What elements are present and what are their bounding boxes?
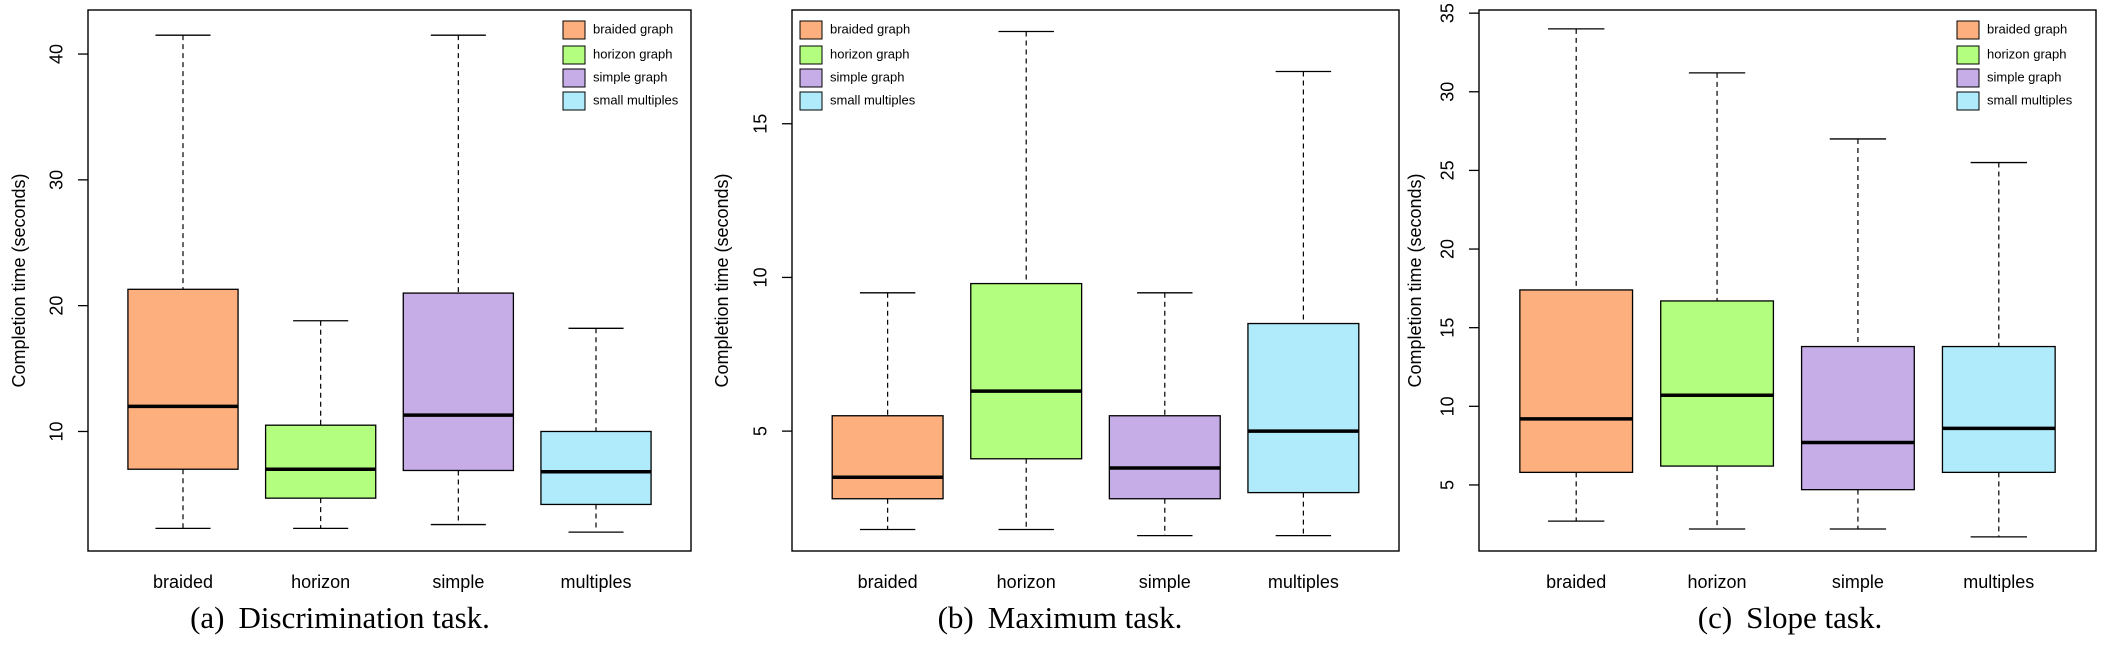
x-tick-label: braided — [1546, 572, 1606, 592]
x-tick-label: horizon — [291, 572, 350, 592]
legend-swatch — [799, 20, 823, 40]
y-tick-label: 40 — [47, 44, 67, 64]
legend-swatch — [562, 45, 586, 65]
caption-b-label: (b) — [937, 600, 974, 635]
x-tick-label: horizon — [997, 572, 1056, 592]
box-simple — [1108, 292, 1221, 537]
iqr-box — [1941, 345, 2056, 474]
boxplot-panel-3: 5 10 15 20 25 30 35 Completion time (seconds) br… — [1405, 3, 2097, 592]
y-tick-label: 20 — [47, 296, 67, 316]
caption-c: (c) Slope task. — [1560, 600, 2020, 640]
legend-swatch — [1956, 68, 1980, 88]
legend-label: small multiples — [593, 92, 679, 107]
y-tick-label: 30 — [1438, 82, 1458, 102]
x-tick-label: simple — [1139, 572, 1191, 592]
y-tick-label: 5 — [751, 426, 771, 436]
iqr-box — [970, 282, 1083, 460]
x-tick-label: multiples — [1963, 572, 2034, 592]
caption-c-label: (c) — [1697, 600, 1733, 635]
x-tick-label: braided — [153, 572, 213, 592]
iqr-box — [540, 430, 652, 506]
y-tick-label: 20 — [1438, 239, 1458, 259]
iqr-box — [127, 288, 239, 470]
box-multiples — [540, 327, 652, 533]
box-braided — [1519, 28, 1634, 522]
legend-swatch — [1956, 20, 1980, 40]
plot-frame — [791, 9, 1400, 552]
iqr-box — [831, 415, 944, 500]
y-tick-label: 25 — [1438, 160, 1458, 180]
x-tick-label: simple — [1832, 572, 1884, 592]
box-braided — [831, 292, 944, 531]
legend: braided graph horizon graph simple graph sm… — [799, 20, 916, 111]
iqr-box — [1108, 415, 1221, 500]
y-tick-label: 10 — [47, 421, 67, 441]
boxplot-panel-1: 10 20 30 40 Completion time (seconds) braided… — [9, 9, 692, 592]
box-horizon — [970, 30, 1083, 531]
box-simple — [402, 34, 515, 526]
legend-label: horizon graph — [593, 46, 673, 61]
plot-frame — [87, 9, 692, 552]
legend-label: braided graph — [830, 21, 910, 36]
x-tick-label: multiples — [560, 572, 631, 592]
boxplot-panel-2: 5 10 15 Completion time (seconds) braided hor… — [712, 9, 1400, 592]
iqr-box — [1800, 345, 1915, 491]
caption-a-label: (a) — [190, 600, 225, 635]
iqr-box — [1247, 322, 1360, 494]
iqr-box — [1519, 289, 1634, 474]
iqr-box — [1660, 300, 1775, 467]
y-tick-label: 15 — [751, 114, 771, 134]
y-tick-label: 35 — [1438, 3, 1458, 23]
legend: braided graph horizon graph simple graph sm… — [1956, 20, 2073, 111]
y-tick-label: 5 — [1438, 480, 1458, 490]
legend-label: horizon graph — [1987, 46, 2067, 61]
y-tick-label: 15 — [1438, 318, 1458, 338]
x-tick-label: simple — [432, 572, 484, 592]
legend-label: simple graph — [1987, 69, 2061, 84]
legend-swatch — [799, 45, 823, 65]
y-tick-label: 10 — [751, 267, 771, 287]
iqr-box — [264, 424, 377, 499]
legend-label: simple graph — [593, 69, 667, 84]
legend-swatch — [562, 91, 586, 111]
iqr-box — [402, 292, 515, 472]
caption-b: (b) Maximum task. — [830, 600, 1290, 640]
y-axis-label: Completion time (seconds) — [9, 173, 29, 387]
y-tick-label: 30 — [47, 170, 67, 190]
caption-a: (a) Discrimination task. — [110, 600, 570, 640]
x-tick-label: multiples — [1268, 572, 1339, 592]
caption-a-text: Discrimination task. — [238, 600, 490, 635]
y-axis-label: Completion time (seconds) — [1405, 173, 1425, 387]
x-tick-label: horizon — [1688, 572, 1747, 592]
legend: braided graph horizon graph simple graph sm… — [562, 20, 679, 111]
legend-swatch — [1956, 45, 1980, 65]
x-tick-label: braided — [858, 572, 918, 592]
box-multiples — [1941, 161, 2056, 538]
caption-c-text: Slope task. — [1746, 600, 1883, 635]
box-simple — [1800, 138, 1915, 530]
y-tick-label: 10 — [1438, 396, 1458, 416]
legend-swatch — [1956, 91, 1980, 111]
box-horizon — [1660, 72, 1775, 530]
y-axis-label: Completion time (seconds) — [712, 173, 732, 387]
box-horizon — [264, 320, 377, 530]
legend-swatch — [799, 68, 823, 88]
box-braided — [127, 34, 239, 530]
legend-swatch — [799, 91, 823, 111]
box-multiples — [1247, 70, 1360, 537]
legend-swatch — [562, 20, 586, 40]
plot-frame — [1478, 9, 2097, 552]
legend-label: small multiples — [830, 92, 916, 107]
legend-label: horizon graph — [830, 46, 910, 61]
legend-label: braided graph — [593, 21, 673, 36]
legend-label: simple graph — [830, 69, 904, 84]
legend-swatch — [562, 68, 586, 88]
legend-label: braided graph — [1987, 21, 2067, 36]
caption-b-text: Maximum task. — [987, 600, 1183, 635]
legend-label: small multiples — [1987, 92, 2073, 107]
